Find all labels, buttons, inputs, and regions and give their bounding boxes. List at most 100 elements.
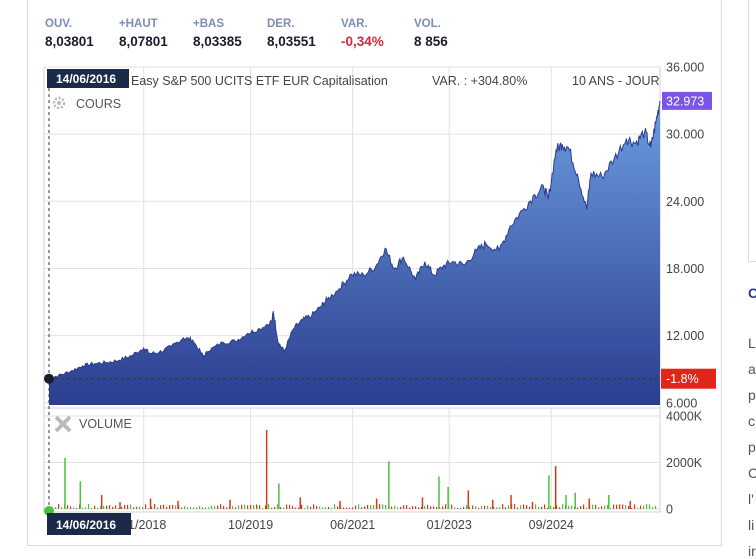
quote-cell: +HAUT 8,07801 xyxy=(119,18,168,49)
cursor-change-badge xyxy=(661,368,716,389)
volume-bar-minor xyxy=(445,504,447,509)
volume-bar-minor xyxy=(607,504,609,509)
side-text-line: li xyxy=(748,517,755,533)
volume-bar-minor xyxy=(373,505,375,509)
volume-bar-minor xyxy=(220,504,222,509)
volume-bar-minor xyxy=(391,506,393,509)
volume-bar-minor xyxy=(646,504,648,509)
volume-bar-minor xyxy=(199,506,201,509)
volume-bar-minor xyxy=(232,506,234,509)
volume-bar-minor xyxy=(586,507,588,509)
volume-bar-minor xyxy=(193,507,195,509)
volume-bar-minor xyxy=(442,506,444,509)
x-tick: 10/2019 xyxy=(228,518,273,532)
volume-bar-minor xyxy=(436,506,438,509)
last-price-badge xyxy=(662,91,712,110)
volume-bar-minor xyxy=(244,504,246,509)
volume-bar-minor xyxy=(226,507,228,509)
volume-bar-minor xyxy=(484,505,486,509)
volume-bar-minor xyxy=(466,504,468,509)
volume-bar-minor xyxy=(529,506,531,509)
volume-bar-minor xyxy=(157,507,159,509)
volume-bar-minor xyxy=(262,507,264,509)
volume-bar-minor xyxy=(382,504,384,509)
volume-bar-minor xyxy=(469,506,471,509)
volume-bar-minor xyxy=(334,504,336,509)
volume-bar-minor xyxy=(274,506,276,509)
volume-bar-minor xyxy=(631,507,633,509)
volume-bar-minor xyxy=(307,505,309,509)
volume-bar xyxy=(177,500,179,509)
volume-bar xyxy=(565,495,567,509)
volume-bar-minor xyxy=(139,506,141,509)
x-tick: 06/2021 xyxy=(330,518,375,532)
volume-bar-minor xyxy=(88,504,90,509)
volume-bar-minor xyxy=(73,507,75,509)
volume-bar-minor xyxy=(358,504,360,509)
volume-bar-minor xyxy=(643,505,645,509)
volume-bar-minor xyxy=(124,504,126,509)
volume-bar-minor xyxy=(595,504,597,509)
volume-bar-minor xyxy=(649,504,651,509)
volume-bar-minor xyxy=(70,506,72,509)
side-heading: C xyxy=(748,285,756,301)
volume-bar-minor xyxy=(610,507,612,509)
volume-bar xyxy=(629,500,631,509)
x-tick: 01/2023 xyxy=(427,518,472,532)
volume-bar-minor xyxy=(652,507,654,509)
volume-bar xyxy=(588,498,591,509)
volume-bar-minor xyxy=(211,505,213,509)
volume-bar-minor xyxy=(355,505,357,509)
volume-bar-minor xyxy=(616,504,618,509)
close-icon[interactable] xyxy=(54,415,72,433)
volume-bar-minor xyxy=(187,507,189,509)
volume-bar xyxy=(375,498,378,509)
volume-bar-minor xyxy=(310,506,312,509)
volume-bar-minor xyxy=(175,505,177,509)
volume-bar-minor xyxy=(55,507,57,509)
price-y-tick: 6.000 xyxy=(666,396,697,410)
volume-bar-minor xyxy=(121,506,123,509)
gear-icon[interactable] xyxy=(52,96,66,110)
volume-bars xyxy=(52,429,657,509)
volume-bar-minor xyxy=(613,504,615,509)
volume-bar xyxy=(438,476,440,509)
volume-bar-minor xyxy=(520,505,522,509)
volume-bar xyxy=(574,492,576,509)
volume-bar-minor xyxy=(397,507,399,509)
volume-bar-minor xyxy=(463,506,465,509)
volume-bar-minor xyxy=(271,507,273,509)
volume-bar-minor xyxy=(286,504,288,509)
volume-bar-minor xyxy=(130,504,132,509)
volume-bar-minor xyxy=(112,506,114,509)
price-line xyxy=(48,100,661,380)
volume-bar-minor xyxy=(256,504,258,509)
side-text-line: p xyxy=(748,439,756,455)
volume-bar xyxy=(119,502,121,509)
volume-y-tick: 0 xyxy=(666,503,673,517)
volume-y-tick: 4000K xyxy=(666,410,703,424)
volume-bar-minor xyxy=(127,504,129,509)
volume-bar-minor xyxy=(313,504,315,509)
chart-period[interactable]: 10 ANS - JOUR xyxy=(572,74,660,88)
volume-bar-minor xyxy=(622,504,624,509)
volume-bar-minor xyxy=(166,506,168,509)
volume-bar xyxy=(149,498,152,509)
volume-bar-minor xyxy=(457,507,459,509)
volume-bar-minor xyxy=(472,505,474,509)
volume-bar-minor xyxy=(535,504,537,509)
volume-bar-minor xyxy=(502,504,504,509)
volume-bar-minor xyxy=(181,507,183,509)
cursor-date-bottom: 14/06/2016 xyxy=(56,518,116,532)
volume-bar-minor xyxy=(280,507,282,509)
volume-bar-minor xyxy=(514,504,516,509)
volume-bar-minor xyxy=(430,506,432,509)
volume-bar-minor xyxy=(604,505,606,509)
volume-bar-minor xyxy=(583,504,585,509)
volume-bar-minor xyxy=(67,505,69,509)
volume-y-axis: 4000K 2000K 0 xyxy=(666,410,703,517)
volume-bar-minor xyxy=(451,504,453,509)
volume-bar-minor xyxy=(505,507,507,509)
volume-bar-minor xyxy=(625,504,627,509)
